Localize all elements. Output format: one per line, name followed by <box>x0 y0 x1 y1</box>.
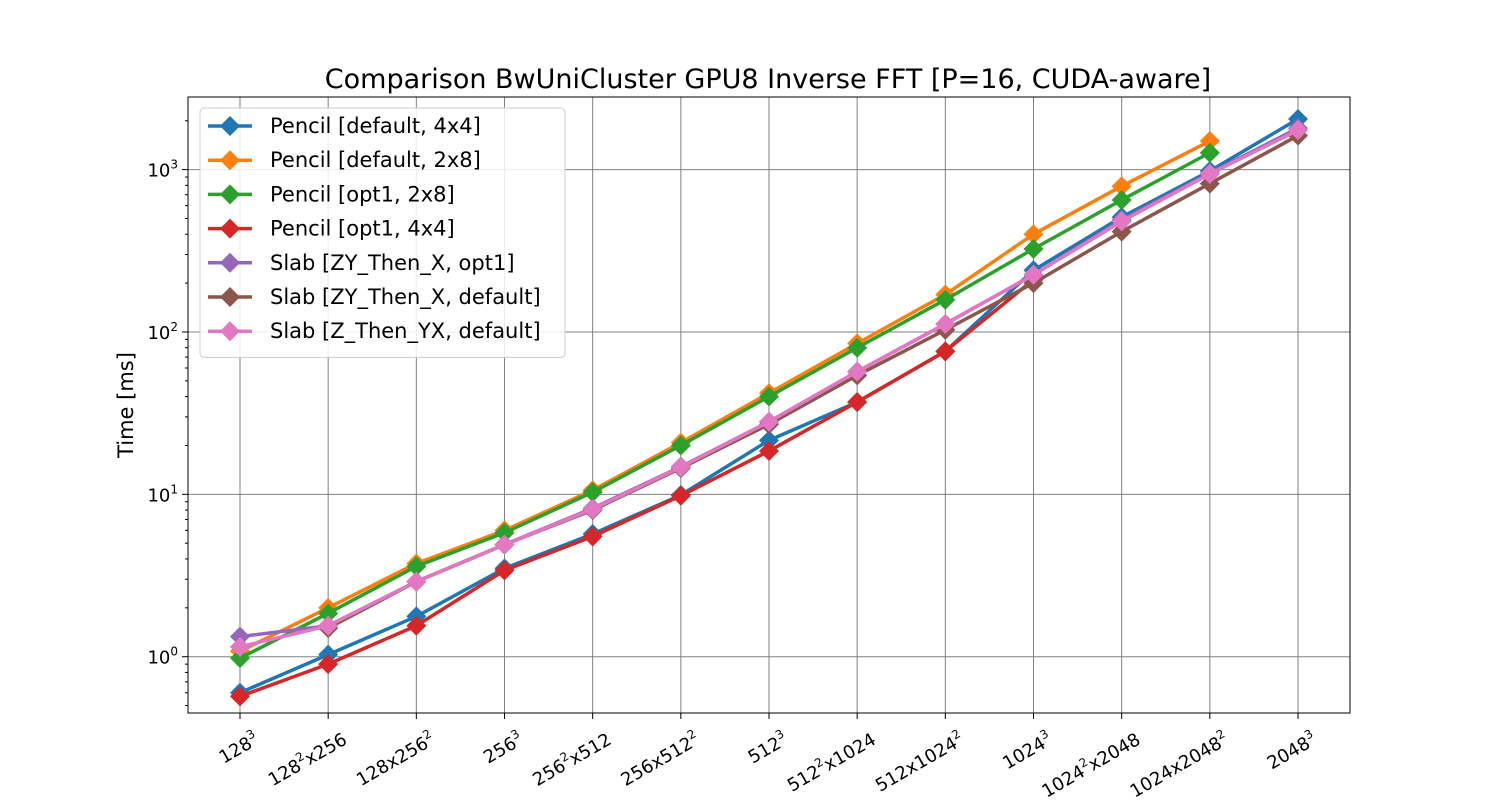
legend-label: Pencil [opt1, 2x8] <box>270 182 455 206</box>
data-point-marker <box>1199 131 1220 152</box>
data-point-marker <box>847 337 868 358</box>
data-point-marker <box>847 392 868 413</box>
data-point-marker <box>1199 142 1220 163</box>
data-point-marker <box>1199 163 1220 184</box>
data-point-marker <box>1111 221 1132 242</box>
data-point-marker <box>582 482 603 503</box>
legend-item: Slab [ZY_Then_X, opt1] <box>208 251 515 276</box>
legend-item: Pencil [default, 2x8] <box>208 148 481 172</box>
data-point-marker <box>230 636 250 657</box>
data-point-marker <box>582 499 603 520</box>
data-point-marker <box>847 361 868 382</box>
data-point-marker <box>318 654 339 675</box>
legend-label: Slab [ZY_Then_X, opt1] <box>270 251 515 276</box>
y-tick-label: 101 <box>147 482 178 506</box>
data-point-marker <box>582 526 603 547</box>
data-point-marker <box>670 485 691 506</box>
y-tick-label-exponent: 1 <box>170 482 178 496</box>
y-tick-label-exponent: 3 <box>170 158 178 172</box>
legend-box <box>199 107 566 358</box>
y-tick-label-base: 10 <box>147 161 170 182</box>
y-tick-label-exponent: 0 <box>170 645 178 659</box>
data-point-marker <box>670 435 691 456</box>
data-point-marker <box>230 648 250 669</box>
y-tick-label-exponent: 2 <box>170 320 178 334</box>
data-point-marker <box>935 341 956 362</box>
data-point-marker <box>494 534 515 555</box>
data-point-marker <box>230 686 250 707</box>
series-layer <box>230 108 1308 707</box>
legend-marker <box>220 218 240 239</box>
series-group <box>230 120 1308 657</box>
data-point-marker <box>406 571 427 592</box>
data-point-marker <box>318 615 339 636</box>
data-point-marker <box>1111 176 1132 197</box>
legend-label: Slab [Z_Then_YX, default] <box>270 319 541 344</box>
data-point-marker <box>230 626 250 647</box>
data-point-marker <box>670 457 691 478</box>
legend-marker <box>220 184 240 205</box>
series-line <box>239 151 1211 660</box>
data-point-marker <box>1288 120 1308 141</box>
data-point-marker <box>494 560 515 581</box>
series-line <box>239 278 1035 698</box>
legend: Pencil [default, 4x4] Pencil [default, 2x… <box>199 107 566 358</box>
data-point-marker <box>759 440 779 461</box>
data-point-marker <box>759 411 779 432</box>
series-group <box>230 142 1220 669</box>
series-group <box>230 269 1044 707</box>
legend-label: Pencil [default, 2x8] <box>270 148 481 172</box>
series-line <box>239 139 1211 653</box>
data-point-marker <box>494 522 515 543</box>
data-point-marker <box>759 430 779 451</box>
data-point-marker <box>1111 211 1132 232</box>
data-point-marker <box>1023 264 1044 285</box>
legend-label: Slab [ZY_Then_X, default] <box>270 285 541 310</box>
y-axis-label: Time [ms] <box>114 352 138 459</box>
data-point-marker <box>1023 224 1044 245</box>
legend-marker <box>220 116 240 136</box>
legend-item: Slab [Z_Then_YX, default] <box>208 319 541 344</box>
data-point-marker <box>935 313 956 334</box>
legend-item: Slab [ZY_Then_X, default] <box>208 285 541 310</box>
data-point-marker <box>1023 238 1044 259</box>
y-tick-label: 102 <box>147 320 178 344</box>
chart-title: Comparison BwUniCluster GPU8 Inverse FFT… <box>325 64 1211 95</box>
legend-item: Pencil [default, 4x4] <box>208 114 481 138</box>
data-point-marker <box>759 386 779 407</box>
data-point-marker <box>935 289 956 310</box>
legend-marker <box>220 252 240 273</box>
legend-item: Pencil [opt1, 4x4] <box>208 217 455 241</box>
y-tick-label: 103 <box>147 158 178 182</box>
legend-item: Pencil [opt1, 2x8] <box>208 182 455 206</box>
y-tick-label-base: 10 <box>147 485 170 506</box>
data-point-marker <box>318 603 339 624</box>
data-point-marker <box>406 556 427 577</box>
legend-label: Pencil [opt1, 4x4] <box>270 217 455 241</box>
legend-label: Pencil [default, 4x4] <box>270 114 481 138</box>
legend-marker <box>220 150 240 171</box>
legend-marker <box>220 287 240 307</box>
legend-marker <box>220 321 240 342</box>
data-point-marker <box>1111 189 1132 210</box>
data-point-marker <box>406 615 427 636</box>
y-tick-label-base: 10 <box>147 323 170 344</box>
y-tick-label-base: 10 <box>147 648 170 669</box>
y-tick-label: 100 <box>147 645 178 669</box>
